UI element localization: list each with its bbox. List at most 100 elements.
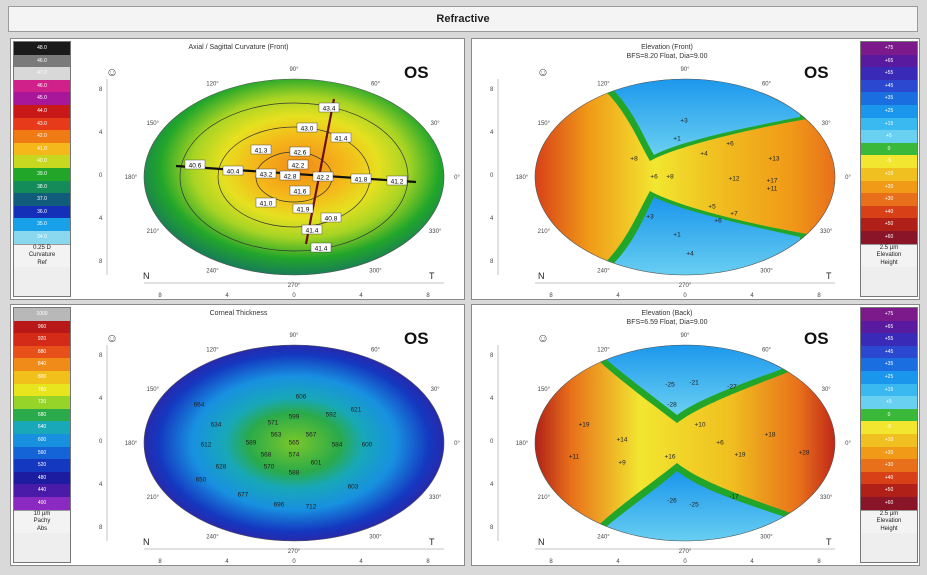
- reading-box: [320, 212, 342, 223]
- angle-label: 240°: [597, 535, 610, 541]
- angle-label: 210°: [147, 495, 160, 501]
- angle-label: 120°: [597, 81, 610, 87]
- angle-label: 0°: [454, 175, 460, 181]
- scale-swatch: 600: [14, 433, 70, 447]
- map-reading: +7: [730, 211, 738, 218]
- x-tick-label: 8: [549, 293, 553, 299]
- scale-footer: 2.5 µm Elevation Height: [861, 243, 917, 267]
- map-reading: 588: [289, 470, 300, 477]
- map-reading: -17: [729, 494, 739, 501]
- panel-title: Corneal Thickness: [209, 310, 268, 317]
- scale-footer: 10 µm Pachy Abs: [14, 509, 70, 533]
- x-tick-label: 4: [616, 293, 620, 299]
- scale-swatch: +55: [861, 333, 917, 346]
- y-tick-label: 4: [99, 482, 103, 488]
- map-reading: -27: [727, 384, 737, 391]
- x-tick-label: 4: [359, 293, 363, 299]
- reading-box: [350, 173, 372, 184]
- x-tick-label: 8: [426, 293, 430, 299]
- x-tick-label: 8: [549, 559, 553, 565]
- map-reading: 40.8: [325, 216, 338, 223]
- angle-label: 30°: [431, 387, 441, 393]
- map-reading: +6: [714, 218, 722, 225]
- scale-swatch: +10: [861, 433, 917, 447]
- map-reading: 628: [216, 464, 227, 471]
- angle-label: 270°: [288, 549, 301, 555]
- scale-swatch: 48.0: [14, 42, 70, 55]
- map-reading: 41.4: [306, 228, 319, 235]
- map-reading: +9: [618, 460, 626, 467]
- map-reading: +6: [650, 174, 658, 181]
- angle-label: 210°: [147, 229, 160, 235]
- elevation-front-panel[interactable]: +75 +65 +55 +45 +35 +25 +15 +5 0 -5 +10 +20 +30 +40 +5…: [471, 38, 920, 300]
- scale-swatch: 44.0: [14, 104, 70, 118]
- map-reading: 43.2: [260, 172, 273, 179]
- scale-swatch: 840: [14, 358, 70, 371]
- scale-swatch: +30: [861, 459, 917, 472]
- angle-label: 240°: [206, 269, 219, 275]
- scale-swatch: +65: [861, 54, 917, 68]
- map-reading: +3: [680, 118, 688, 125]
- corneal-thickness-panel[interactable]: 1000 960 920 880 840 800 760 720 680 640 600 560 520…: [10, 304, 465, 566]
- scale-swatch: +20: [861, 180, 917, 194]
- map-reading: 41.4: [315, 246, 328, 253]
- scale-swatch: 41.0: [14, 142, 70, 156]
- angle-label: 0°: [845, 441, 851, 447]
- reading-box: [310, 242, 332, 253]
- map-reading: +18: [764, 432, 775, 439]
- map-reading: 42.2: [292, 163, 305, 170]
- scale-footer: 0.25 D Curvature Ref: [14, 243, 70, 267]
- x-tick-label: 0: [683, 559, 687, 565]
- map-reading: +11: [767, 186, 778, 193]
- map-reading: 41.3: [255, 148, 268, 155]
- y-tick-label: 0: [490, 439, 494, 445]
- y-tick-label: 4: [490, 216, 494, 222]
- x-tick-label: 8: [817, 559, 821, 565]
- scale-swatch: 45.0: [14, 92, 70, 105]
- map-reading: 677: [238, 492, 249, 499]
- map-reading: +5: [708, 204, 716, 211]
- y-tick-label: 8: [99, 87, 103, 93]
- reading-box: [301, 224, 323, 235]
- map-reading: 589: [246, 440, 257, 447]
- map-reading: 43.0: [301, 126, 314, 133]
- angle-label: 330°: [429, 495, 442, 501]
- angle-label: 90°: [289, 333, 299, 339]
- map-reading: 601: [311, 460, 322, 467]
- map-reading: 712: [306, 504, 317, 511]
- eye-label: OS: [404, 63, 429, 82]
- angle-label: 150°: [147, 387, 160, 393]
- elevation-back-color-scale: +75 +65 +55 +45 +35 +25 +15 +5 0 -5 +10 +20 +30 +40 +5…: [860, 307, 918, 563]
- angle-label: 90°: [680, 333, 690, 339]
- curvature-map: 43.4 43.0 42.6 42.2 41.6 41.9 41.4 41.4 40.6 40.4…: [99, 67, 460, 299]
- x-tick-label: 0: [683, 293, 687, 299]
- map-reading: 592: [326, 412, 337, 419]
- angle-label: 270°: [679, 549, 692, 555]
- scale-swatch: -5: [861, 155, 917, 168]
- elevation-back-panel[interactable]: +75 +65 +55 +45 +35 +25 +15 +5 0 -5 +10 +20 +30 +40 +5…: [471, 304, 920, 566]
- angle-label: 30°: [431, 121, 441, 127]
- elevation-back-readings: -25 -21 -27 -28 +19 +14 +10 +19 +18 +28 +11 +9 +6 +16…: [569, 380, 810, 509]
- map-reading: +4: [700, 151, 708, 158]
- map-reading: +28: [798, 450, 809, 457]
- map-reading: +12: [728, 176, 739, 183]
- map-reading: +17: [766, 178, 777, 185]
- reading-box: [289, 146, 311, 157]
- x-tick-label: 4: [750, 293, 754, 299]
- x-tick-label: 0: [292, 293, 296, 299]
- panel-title: Elevation (Back) BFS=6.59 Float, Dia=9.0…: [626, 310, 708, 326]
- angle-label: 120°: [597, 347, 610, 353]
- angle-label: 240°: [206, 535, 219, 541]
- map-reading: 696: [274, 502, 285, 509]
- scale-swatch: 40.0: [14, 155, 70, 168]
- scale-swatch: +35: [861, 92, 917, 105]
- reading-box: [292, 203, 314, 214]
- angle-label: 60°: [371, 81, 381, 87]
- scale-swatch: +15: [861, 383, 917, 397]
- axial-curvature-panel[interactable]: 48.0 46.0 47.0 46.0 45.0 44.0 43.0 42.0 41.0 40.0…: [10, 38, 465, 300]
- scale-swatch: 480: [14, 471, 70, 485]
- map-reading: 41.9: [297, 207, 310, 214]
- map-reading: -26: [667, 498, 677, 505]
- y-tick-label: 4: [490, 482, 494, 488]
- scale-swatch: +50: [861, 484, 917, 497]
